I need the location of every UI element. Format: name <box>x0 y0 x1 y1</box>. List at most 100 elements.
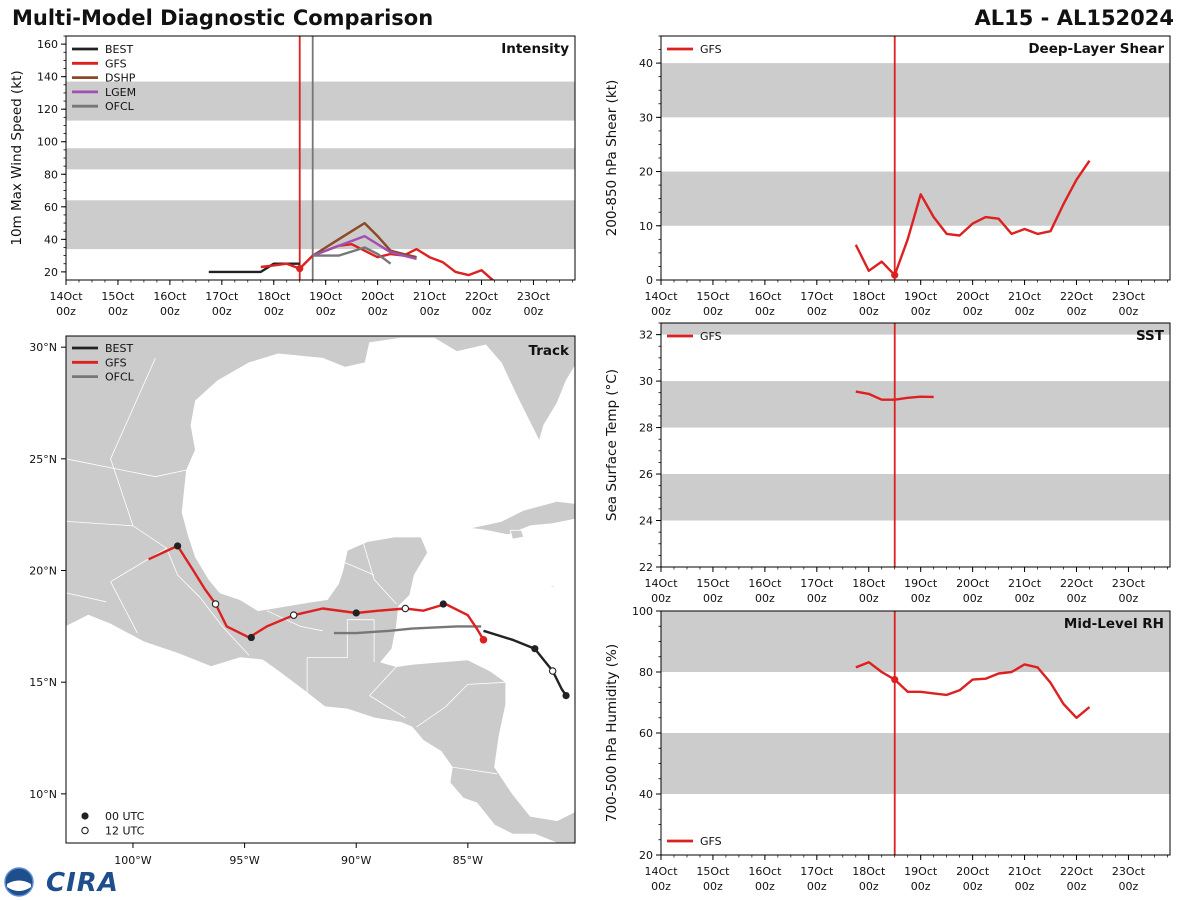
track-frame <box>65 335 576 844</box>
rh-xtick-sublabel: 00z <box>807 880 827 893</box>
track-marker-12utc <box>401 604 410 613</box>
admin-border-11 <box>362 541 397 605</box>
track-ytick-label: 30°N <box>29 341 57 354</box>
rh-xtick-label: 21Oct <box>1008 865 1042 878</box>
sst-xtick-label: 19Oct <box>904 577 938 590</box>
rh-xtick-label: 19Oct <box>904 865 938 878</box>
storm-id: AL15 - AL152024 <box>974 6 1175 30</box>
sst-xtick-sublabel: 00z <box>1015 592 1035 605</box>
track-panel: 100°W 95°W 90°W 85°W 10°N 15°N 20°N 25°N 30°N Tra… <box>29 335 576 867</box>
sst-ytick-label: 32 <box>639 329 653 342</box>
sst-xtick-sublabel: 00z <box>963 592 983 605</box>
intensity-legend-label: OFCL <box>105 100 135 113</box>
rh-xtick-sublabel: 00z <box>1015 880 1035 893</box>
admin-border-8 <box>66 521 134 527</box>
rh-marker-0 <box>891 676 899 684</box>
track-plot-area <box>66 336 575 843</box>
rh-ylabel: 700-500 hPa Humidity (%) <box>604 644 620 822</box>
track-marker-12utc <box>289 611 298 619</box>
intensity-marker-0 <box>296 265 304 273</box>
intensity-xtick-label: 23Oct <box>517 290 551 303</box>
sst-xtick-sublabel: 00z <box>1067 592 1087 605</box>
intensity-xtick-sublabel: 00z <box>212 305 232 318</box>
rh-xtick-sublabel: 00z <box>911 880 931 893</box>
intensity-series-lgem <box>312 234 417 261</box>
rh-xtick-label: 20Oct <box>956 865 990 878</box>
sst-title: SST <box>1136 328 1165 344</box>
rh-ytick-label: 100 <box>632 605 653 618</box>
track-marker-00utc <box>531 645 539 653</box>
intensity-panel: 20 40 60 80 100 120 140 160 14Oct 00z 15Oct 00z 16Oc… <box>9 35 576 318</box>
intensity-xtick-label: 22Oct <box>465 290 499 303</box>
intensity-ytick-label: 160 <box>37 38 58 51</box>
rh-xtick-label: 15Oct <box>696 865 730 878</box>
isla-de-juventud-land <box>509 529 525 540</box>
intensity-xtick-sublabel: 00z <box>368 305 388 318</box>
track-marker-12utc <box>548 667 557 675</box>
track-ytick-label: 15°N <box>29 676 57 689</box>
track-legend-00utc-label: 00 UTC <box>105 810 145 823</box>
rh-title: Mid-Level RH <box>1064 616 1164 632</box>
intensity-legend-label: GFS <box>105 57 127 70</box>
noaa-logo-icon <box>4 867 34 897</box>
rh-panel: 20 40 60 80 100 14Oct 00z 15Oct 00z 16Oct 00z 17Oct… <box>604 605 1171 893</box>
track-legend-00utc-marker <box>81 812 89 820</box>
track-xtick-label: 100°W <box>114 854 151 867</box>
logo-text: CIRA <box>46 868 119 898</box>
intensity-ytick-label: 100 <box>37 136 58 149</box>
shear-xtick-label: 19Oct <box>904 290 938 303</box>
track-series-gfs <box>148 544 485 641</box>
track-series-ofcl <box>333 625 482 635</box>
admin-border-10 <box>266 610 323 632</box>
track-series-best <box>483 629 568 697</box>
track-marker-00utc <box>562 691 570 700</box>
rh-xtick-label: 14Oct <box>644 865 678 878</box>
sst-xtick-label: 18Oct <box>852 577 886 590</box>
sst-xtick-sublabel: 00z <box>911 592 931 605</box>
track-legend-label: BEST <box>105 342 133 355</box>
shear-xtick-sublabel: 00z <box>703 305 723 318</box>
sst-xtick-label: 21Oct <box>1008 577 1042 590</box>
page-title: Multi-Model Diagnostic Comparison <box>12 6 434 30</box>
intensity-xtick-sublabel: 00z <box>264 305 284 318</box>
intensity-plot-area <box>66 36 575 280</box>
cayman-land <box>548 584 557 588</box>
rh-xtick-sublabel: 00z <box>651 880 671 893</box>
admin-border-12 <box>342 561 375 576</box>
track-legend-label: OFCL <box>105 371 135 384</box>
intensity-band-0 <box>66 200 575 250</box>
shear-xtick-label: 20Oct <box>956 290 990 303</box>
intensity-legend-label: DSHP <box>105 72 136 85</box>
shear-marker-0 <box>891 271 899 279</box>
shear-xtick-label: 16Oct <box>748 290 782 303</box>
sst-xtick-sublabel: 00z <box>859 592 879 605</box>
sst-xtick-sublabel: 00z <box>807 592 827 605</box>
admin-border-2 <box>369 666 397 696</box>
intensity-ytick-label: 140 <box>37 71 58 84</box>
intensity-series-dshp <box>312 221 417 259</box>
cira-logo: CIRA <box>4 866 119 898</box>
shear-title: Deep-Layer Shear <box>1028 41 1164 57</box>
sst-xtick-sublabel: 00z <box>703 592 723 605</box>
rh-xtick-label: 18Oct <box>852 865 886 878</box>
shear-panel: 0 10 20 30 40 14Oct 00z 15Oct 00z 16Oct 00z 17Oct 00… <box>604 35 1171 318</box>
track-ytick-label: 25°N <box>29 453 57 466</box>
intensity-xtick-sublabel: 00z <box>472 305 492 318</box>
track-ytick-label: 20°N <box>29 565 57 578</box>
sst-xtick-sublabel: 00z <box>1119 592 1139 605</box>
rh-ytick-label: 60 <box>639 727 653 740</box>
shear-xtick-sublabel: 00z <box>911 305 931 318</box>
track-marker-00utc <box>439 600 447 608</box>
cuba-land <box>470 500 575 536</box>
intensity-xtick-label: 20Oct <box>361 290 395 303</box>
track-marker-00utc <box>174 542 182 550</box>
shear-xtick-label: 21Oct <box>1008 290 1042 303</box>
sst-band-2 <box>661 323 1170 335</box>
intensity-xtick-label: 17Oct <box>205 290 239 303</box>
track-legend-12utc-label: 12 UTC <box>105 825 145 838</box>
admin-border-3 <box>369 695 406 719</box>
intensity-band-2 <box>66 81 575 121</box>
intensity-legend-label: BEST <box>105 43 133 56</box>
track-xtick-label: 85°W <box>453 854 483 867</box>
shear-ytick-label: 30 <box>639 111 653 124</box>
